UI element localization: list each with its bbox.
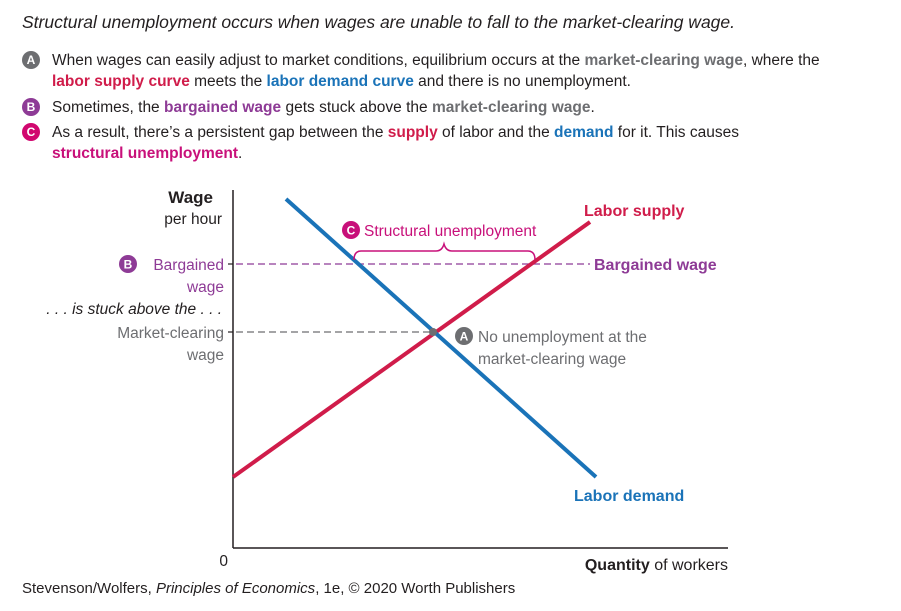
note-c: C As a result, there’s a persistent gap … [22, 122, 812, 164]
market-clearing-label-line2: wage [186, 347, 224, 364]
structural-unemployment-label: Structural unemployment [364, 223, 537, 240]
bargained-wage-right-label: Bargained wage [594, 257, 717, 274]
bargained-label-line2: wage [186, 279, 224, 296]
badge-a-letter: A [460, 330, 469, 344]
x-axis-title: Quantity of workers [585, 557, 728, 574]
credit-suffix: , 1e, © 2020 Worth Publishers [315, 580, 516, 597]
y-axis-title: Wage [168, 188, 213, 207]
labor-supply-curve [231, 220, 592, 479]
note-a-part: labor demand curve [266, 73, 414, 90]
note-b: B Sometimes, the bargained wage gets stu… [22, 97, 842, 118]
note-a: A When wages can easily adjust to market… [22, 50, 842, 92]
note-b-text: Sometimes, the bargained wage gets stuck… [22, 97, 842, 118]
badge-c-icon: C [22, 123, 40, 141]
origin-label: 0 [219, 553, 228, 570]
note-c-part: of labor and the [437, 124, 555, 141]
badge-c-icon [342, 221, 360, 239]
labor-demand-curve [284, 197, 598, 479]
note-a-text: When wages can easily adjust to market c… [22, 50, 842, 92]
badge-b-icon [119, 255, 137, 273]
credit-book: Principles of Economics [155, 580, 316, 597]
badge-a-icon: A [22, 51, 40, 69]
note-b-part: market-clearing wage [431, 99, 591, 116]
badge-c-letter: C [347, 224, 356, 238]
note-b-part: Sometimes, the [52, 99, 164, 116]
note-c-part: demand [554, 124, 614, 141]
note-a-part: meets the [189, 73, 267, 90]
note-a-part: labor supply curve [52, 73, 190, 90]
stuck-above-label: . . . is stuck above the . . . [46, 301, 222, 318]
note-c-part: structural unemployment [52, 145, 239, 162]
equilibrium-label: No unemployment at the [478, 329, 647, 346]
note-b-part: bargained wage [164, 99, 282, 116]
note-a-part: and there is no unemployment. [413, 73, 631, 90]
note-c-part: supply [387, 124, 438, 141]
source-credit: Stevenson/Wolfers, Principles of Economi… [22, 580, 515, 597]
note-a-part: market-clearing wage [584, 52, 743, 69]
note-c-part: As a result, there’s a persistent gap be… [52, 124, 388, 141]
note-b-part: . [590, 99, 595, 116]
figure-title: Structural unemployment occurs when wage… [22, 12, 736, 32]
badge-b-icon: B [22, 98, 40, 116]
x-axis-title-bold: Quantity [585, 557, 650, 574]
labor-supply-label: Labor supply [584, 203, 685, 220]
bargained-label: Bargained [153, 257, 224, 274]
y-axis-subtitle: per hour [164, 211, 222, 228]
x-axis-title-rest: of workers [650, 557, 728, 574]
structural-unemployment-brace [353, 241, 536, 261]
note-b-part: gets stuck above the [281, 99, 432, 116]
equilibrium-point [429, 328, 437, 336]
note-c-part: for it. This causes [613, 124, 739, 141]
badge-b-letter: B [124, 258, 133, 272]
note-c-text: As a result, there’s a persistent gap be… [22, 122, 812, 164]
labor-demand-label: Labor demand [574, 488, 684, 505]
note-a-part: When wages can easily adjust to market c… [52, 52, 585, 69]
market-clearing-label: Market-clearing [117, 325, 224, 342]
equilibrium-label-line2: market-clearing wage [478, 351, 626, 368]
note-c-part: . [238, 145, 243, 162]
note-a-part: , where the [742, 52, 820, 69]
credit-prefix: Stevenson/Wolfers, [22, 580, 156, 597]
badge-a-icon [455, 327, 473, 345]
